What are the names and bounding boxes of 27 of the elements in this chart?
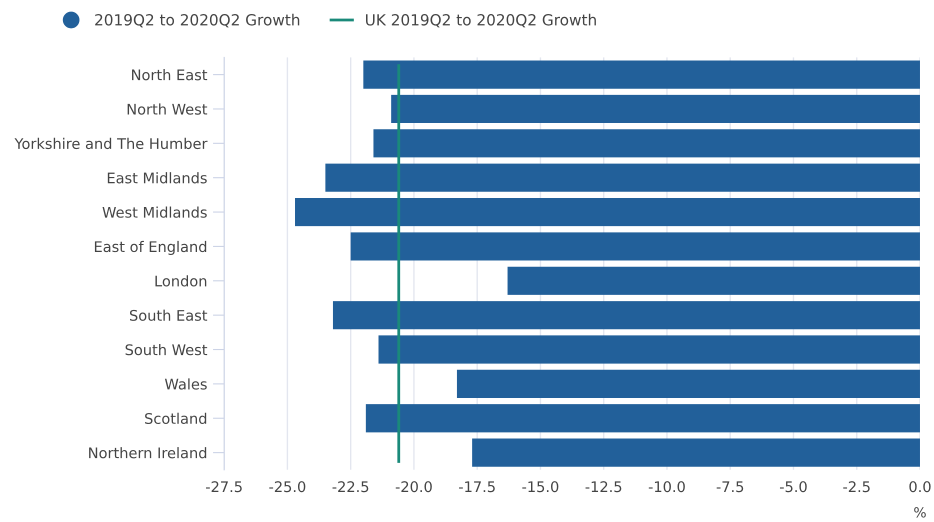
x-tick-label: -7.5 xyxy=(716,481,744,492)
y-tick-label: North East xyxy=(132,69,208,80)
y-tick-label: Yorkshire and The Humber xyxy=(14,138,208,150)
y-tick-label: East Midlands xyxy=(108,172,207,184)
legend-label: 2019Q2 to 2020Q2 Growth xyxy=(95,14,300,28)
x-tick-label: 0.0 xyxy=(909,481,931,492)
y-tick-label: Scotland xyxy=(145,412,206,424)
y-tick-label: South East xyxy=(130,310,208,321)
y-tick-label: West Midlands xyxy=(102,206,207,218)
x-tick-label: -2.5 xyxy=(843,481,870,492)
x-tick-label: -20.0 xyxy=(396,481,432,492)
y-tick-label: East of England xyxy=(94,240,206,255)
y-tick-label: Northern Ireland xyxy=(89,447,206,458)
legend-label: UK 2019Q2 to 2020Q2 Growth xyxy=(366,14,596,28)
x-tick-label: -25.0 xyxy=(269,481,306,492)
x-tick-label: -10.0 xyxy=(648,481,685,492)
x-tick-label: -22.5 xyxy=(332,481,368,492)
x-tick-label: -15.0 xyxy=(522,481,558,492)
y-tick-label: North West xyxy=(128,103,208,115)
y-tick-label: London xyxy=(155,275,206,287)
x-tick-label: -27.5 xyxy=(206,481,242,492)
x-tick-label: -12.5 xyxy=(586,481,622,492)
y-tick-label: Wales xyxy=(164,378,207,390)
y-tick-label: South West xyxy=(126,344,208,356)
x-tick-label: -17.5 xyxy=(459,481,495,492)
x-axis-title: % xyxy=(914,507,926,518)
x-tick-label: -5.0 xyxy=(780,481,807,492)
